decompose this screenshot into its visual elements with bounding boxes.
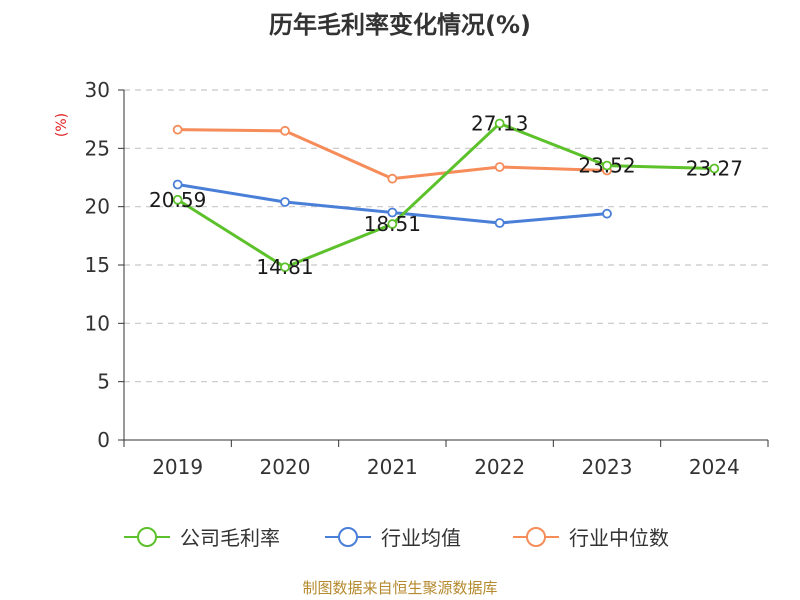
legend-item-2[interactable]: 行业均值 xyxy=(325,526,461,550)
legend-label: 公司毛利率 xyxy=(180,526,280,550)
axes: 0 5 10 15 20 25 30 2019 2020 2021 2022 2023 2024 xyxy=(85,78,769,479)
data-label: 23.52 xyxy=(578,154,635,178)
source-note: 制图数据来自恒生聚源数据库 xyxy=(302,579,497,597)
x-tick-label: 2021 xyxy=(367,455,418,479)
y-tick-label: 10 xyxy=(85,311,110,335)
data-point xyxy=(602,208,612,219)
data-point xyxy=(494,218,505,228)
data-point xyxy=(280,262,290,273)
legend-item-1[interactable]: 公司毛利率 xyxy=(124,526,280,550)
legend-marker xyxy=(526,527,546,547)
data-point xyxy=(387,219,398,229)
gridlines xyxy=(124,89,768,383)
data-point xyxy=(494,162,505,172)
legend-item-3[interactable]: 行业中位数 xyxy=(513,526,669,550)
data-point xyxy=(280,197,290,207)
y-tick-label: 20 xyxy=(85,195,110,219)
y-tick-label: 0 xyxy=(97,428,110,452)
y-tick-label: 30 xyxy=(85,78,110,102)
series-line-3 xyxy=(177,128,608,181)
legend-label: 行业均值 xyxy=(381,526,461,550)
data-point xyxy=(709,163,720,174)
x-tick-label: 2023 xyxy=(582,455,633,479)
data-point xyxy=(280,125,290,136)
y-tick-label: 5 xyxy=(97,370,110,394)
legend[interactable]: 公司毛利率 行业均值 行业中位数 xyxy=(124,526,669,550)
x-tick-label: 2019 xyxy=(152,455,203,479)
data-label: 14.81 xyxy=(256,255,313,279)
y-axis-label: (%) xyxy=(54,113,70,137)
x-tick-label: 2020 xyxy=(260,455,311,479)
series-line-1 xyxy=(176,121,715,269)
chart-title: 历年毛利率变化情况(%) xyxy=(269,11,531,39)
data-point xyxy=(387,173,398,184)
legend-marker xyxy=(137,527,157,547)
data-point xyxy=(172,124,183,135)
x-tick-label: 2024 xyxy=(689,455,740,479)
y-tick-label: 25 xyxy=(85,136,110,160)
data-point xyxy=(387,207,398,218)
series-layer: 20.59 14.81 18.51 27.13 23.52 23.27 xyxy=(149,111,743,279)
data-point xyxy=(172,194,183,205)
data-label: 27.13 xyxy=(471,111,528,135)
data-point xyxy=(602,160,612,171)
legend-label: 行业中位数 xyxy=(569,526,669,550)
data-point xyxy=(172,179,183,190)
data-label: 18.51 xyxy=(364,212,421,236)
x-tick-label: 2022 xyxy=(474,455,525,479)
data-point xyxy=(494,118,505,129)
data-label: 20.59 xyxy=(149,188,206,212)
data-label: 23.27 xyxy=(686,157,743,181)
legend-marker xyxy=(338,527,358,547)
y-tick-label: 15 xyxy=(85,253,110,277)
